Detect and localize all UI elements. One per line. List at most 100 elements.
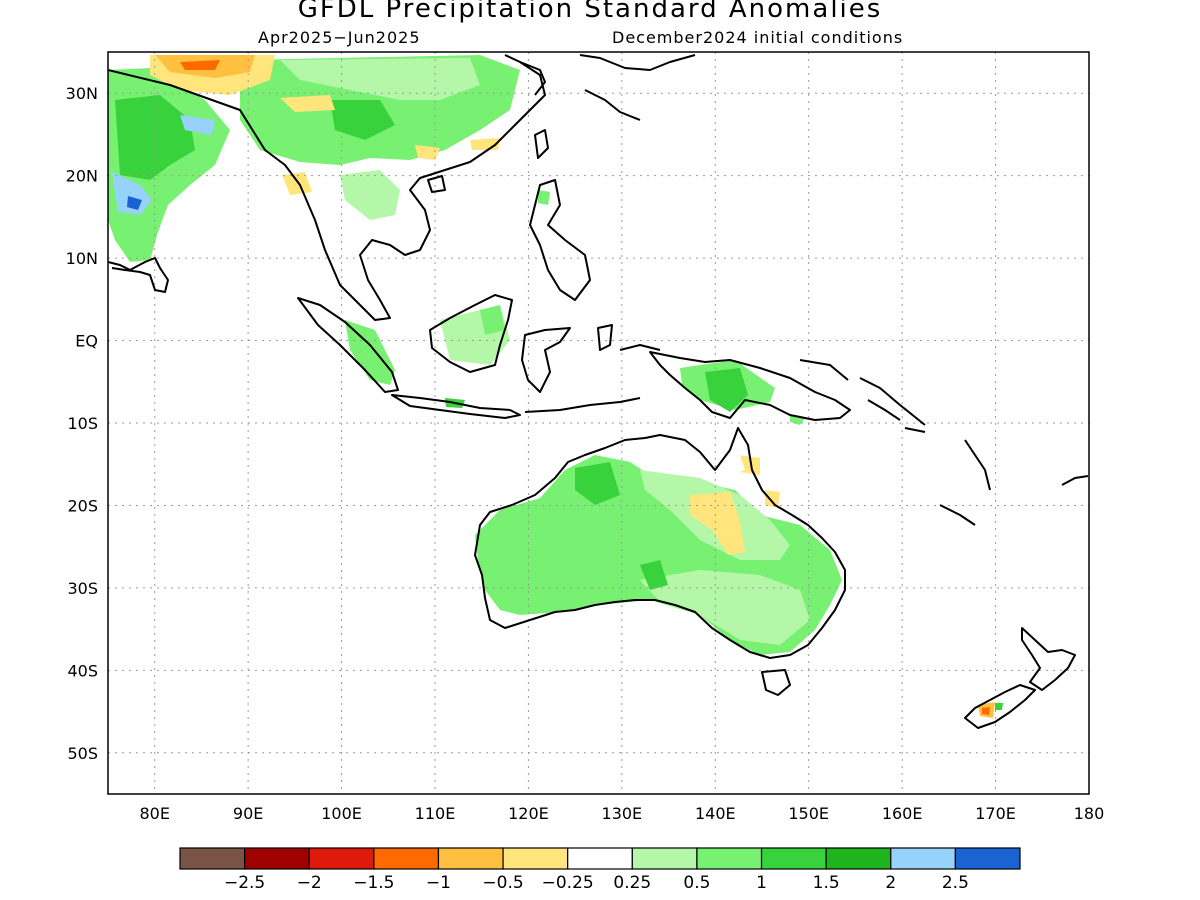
anomaly-region-china-light [280,58,480,100]
map-frame [107,51,1090,795]
colorbar-swatch [696,847,763,870]
colorbar-label: −0.5 [482,873,523,893]
anomaly-region-bay-bengal-darkblue [127,196,142,210]
anomaly-region-australia-dry3 [765,490,780,508]
colorbar-label: −2.5 [224,873,265,893]
colorbar-swatch [825,847,892,870]
coast-sumatra [297,297,399,393]
coast-asia-mainland [108,54,546,321]
coast-halmahera [597,324,661,351]
coast-tasmania [761,669,791,696]
anomaly-region-indochina [340,170,400,220]
coast-new-caledonia [939,504,976,526]
colorbar-label: −0.25 [542,873,594,893]
colorbar-swatch [890,847,956,870]
coast-fiji [1061,475,1089,486]
longitude-label: 140E [695,804,736,823]
initial-conditions: December2024 initial conditions [612,28,904,47]
coast-vanuatu [964,439,991,491]
coast-nz-north [1021,627,1076,691]
longitude-labels: 80E 90E 100E 110E 120E 130E 140E 150E 160E 170E 18… [139,804,1104,823]
coast-solomon [867,399,926,433]
colorbar [179,847,1021,870]
colorbar-swatch [954,847,1021,870]
coast-sulawesi [521,327,571,393]
anomaly-region-tibet-blue [180,115,215,135]
colorbar-swatch [373,847,440,870]
anomaly-region-himalaya-dry3 [180,60,220,70]
anomaly-region-china-dry [280,95,335,112]
anomaly-region-australia-strong2 [640,560,668,590]
coast-hainan [427,175,446,193]
coast-new-guinea [649,351,851,421]
colorbar-label: 0.5 [683,873,710,893]
anomaly-region-china-dry2 [415,145,440,160]
anomaly-region-cape-york-white [640,440,745,480]
anomaly-region-bay-bengal-blue [112,172,152,215]
colorbar-label: 0.25 [613,873,651,893]
colorbar-label: −1 [426,873,451,893]
latitude-label: EQ [75,332,98,351]
longitude-label: 110E [415,804,456,823]
coast-java [391,394,521,419]
coast-australia [474,427,846,659]
coast-japan [579,54,696,121]
colorbar-swatch [244,847,310,870]
coast-india [108,257,169,293]
graticule [108,52,1089,794]
latitude-label: 30N [66,84,98,103]
latitude-label: 40S [67,661,98,680]
anomaly-region-australia-strong [575,462,620,505]
coast-lesser-sunda [524,397,641,413]
latitude-labels: 30N 20N 10N EQ 10S 20S 30S 40S 50S [66,84,98,763]
coast-bismarck [799,359,926,426]
latitude-label: 10S [67,414,98,433]
latitude-label: 50S [67,744,98,763]
colorbar-label: −2 [297,873,322,893]
longitude-label: 120E [508,804,549,823]
colorbar-labels: −2.5 −2 −1.5 −1 −0.5 −0.25 0.25 0.5 1 1.5 2 2.5 [224,873,969,893]
anomaly-region-nz-dry-strong [982,707,990,715]
latitude-label: 20S [67,496,98,515]
anomaly-region-sumatra [345,320,395,385]
longitude-label: 90E [233,804,263,823]
anomaly-region-myanmar-dry [282,172,312,195]
longitude-label: 160E [882,804,923,823]
latitude-label: 10N [66,249,98,268]
longitude-label: 170E [975,804,1016,823]
forecast-period: Apr2025−Jun2025 [258,28,421,47]
colorbar-label: 1 [756,873,767,893]
anomaly-region-australia-dry [690,492,745,555]
longitude-label: 150E [788,804,829,823]
longitude-label: 130E [602,804,643,823]
coast-nz-south [964,684,1036,729]
anomaly-region-borneo-wet [480,305,505,335]
anomaly-region-australia-light [640,570,810,645]
coast-taiwan [534,129,549,159]
coast-borneo [429,294,513,373]
colorbar-label: 1.5 [813,873,840,893]
anomaly-shading [108,55,1003,718]
coast-korea [519,61,546,96]
anomaly-region-philippines [538,190,550,205]
latitude-label: 30S [67,579,98,598]
colorbar-swatch [760,847,827,870]
anomaly-region-china-strong [330,100,395,140]
colorbar-label: 2 [885,873,896,893]
colorbar-swatch [308,847,375,870]
colorbar-swatch [631,847,698,870]
colorbar-swatch [179,847,246,870]
anomaly-region-nz-wet [995,703,1003,710]
coast-philippines [529,179,591,301]
coastlines [108,54,1089,729]
colorbar-label: 2.5 [942,873,969,893]
longitude-label: 80E [139,804,169,823]
colorbar-swatch [567,847,633,870]
colorbar-swatch [437,847,504,870]
anomaly-region-new-guinea-strong [705,368,748,412]
colorbar-label: −1.5 [353,873,394,893]
longitude-label: 180 [1074,804,1105,823]
chart-title: GFDL Precipitation Standard Anomalies [297,0,883,24]
longitude-label: 100E [321,804,362,823]
